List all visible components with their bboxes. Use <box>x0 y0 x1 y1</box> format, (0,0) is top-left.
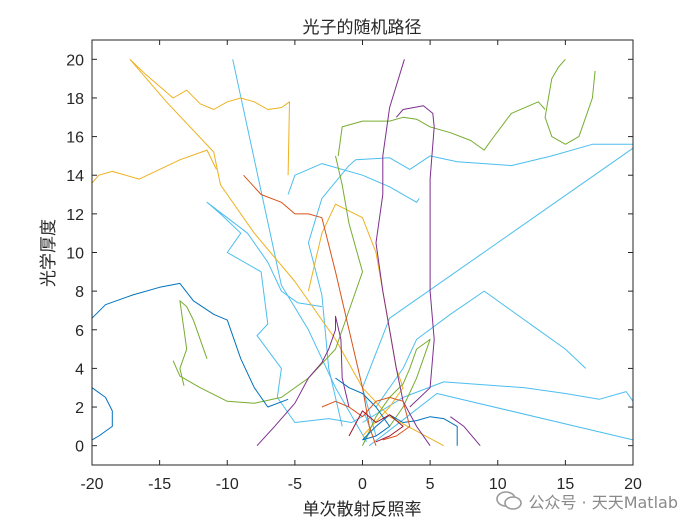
y-tick-label: 18 <box>66 91 84 108</box>
series-path-18 <box>91 282 289 408</box>
tick-layer: -20 -15 -10 -5 0 5 10 15 20 0 2 4 6 8 10 12 14 16 18 20 <box>66 40 642 493</box>
x-tick-label: -10 <box>216 476 239 493</box>
series-path-17 <box>362 338 431 446</box>
series-path-27 <box>321 396 411 441</box>
y-tick-label: 4 <box>75 361 84 378</box>
series-path-10 <box>91 149 217 184</box>
x-tick-label: -15 <box>148 476 171 493</box>
series-path-15 <box>172 155 363 404</box>
x-tick-label: 10 <box>489 476 507 493</box>
series-path-20 <box>362 414 458 446</box>
series-path-16 <box>179 300 208 386</box>
wechat-icon <box>496 491 523 510</box>
y-tick-label: 20 <box>66 52 84 69</box>
y-tick-label: 16 <box>66 130 84 147</box>
watermark: 公众号 · 天天Matlab <box>496 489 678 513</box>
series-path-26 <box>243 174 377 446</box>
x-tick-label: 20 <box>624 476 642 493</box>
series-path-3 <box>362 147 634 437</box>
series-path-14 <box>337 101 546 156</box>
y-tick-label: 14 <box>66 168 84 185</box>
series-path-19 <box>91 387 113 441</box>
plot-frame <box>91 39 634 466</box>
series-path-8 <box>287 163 420 203</box>
series-path-2 <box>368 393 634 447</box>
series-path-25 <box>450 416 481 447</box>
y-axis-label: 光学厚度 <box>39 219 59 287</box>
series-path-1 <box>206 201 372 446</box>
series-path-7 <box>307 143 633 427</box>
series-path-13 <box>544 58 596 145</box>
series-path-23 <box>256 315 350 447</box>
x-axis-label: 单次散射反照率 <box>303 500 422 520</box>
y-tick-label: 8 <box>75 284 84 301</box>
chart-title: 光子的随机路径 <box>303 18 422 38</box>
series-path-22 <box>375 59 431 446</box>
x-tick-label: -20 <box>80 476 103 493</box>
series-path-11 <box>129 58 290 176</box>
watermark-text: 公众号 · 天天Matlab <box>528 493 678 512</box>
y-tick-label: 0 <box>75 439 84 456</box>
x-tick-label: -5 <box>288 476 302 493</box>
series-path-9 <box>129 58 444 447</box>
series-path-21 <box>335 377 391 441</box>
series-layer <box>91 58 634 447</box>
y-tick-label: 12 <box>66 207 84 224</box>
series-path-24 <box>395 105 435 408</box>
x-tick-label: 5 <box>426 476 435 493</box>
y-tick-label: 2 <box>75 400 84 417</box>
series-path-28 <box>348 410 404 443</box>
x-tick-label: 15 <box>556 476 574 493</box>
y-tick-label: 6 <box>75 323 84 340</box>
x-tick-label: 0 <box>358 476 367 493</box>
series-path-5 <box>362 381 634 423</box>
series-path-6 <box>375 290 587 408</box>
y-tick-label: 10 <box>66 246 84 263</box>
